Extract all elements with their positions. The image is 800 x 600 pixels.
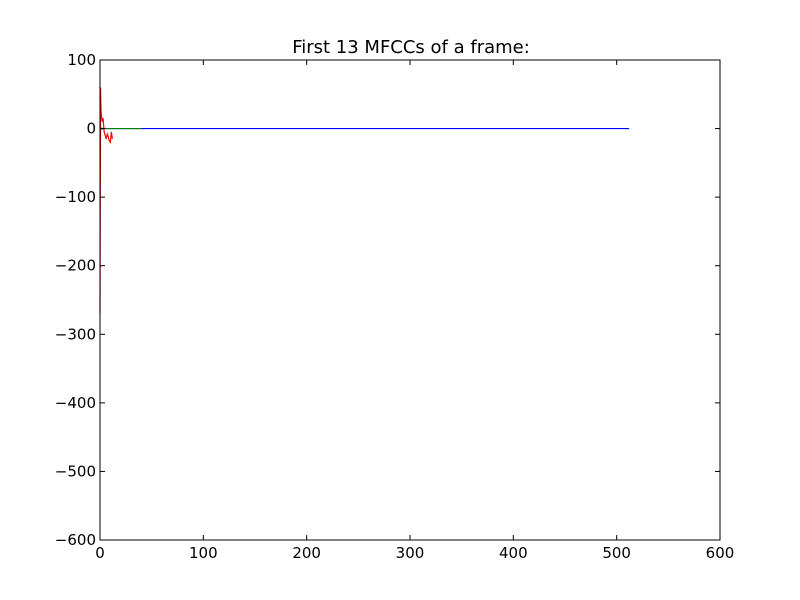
x-tick-label: 0 bbox=[95, 544, 105, 562]
y-tick-label: 100 bbox=[67, 51, 96, 69]
x-tick-label: 400 bbox=[499, 544, 528, 562]
y-tick-label: −400 bbox=[55, 394, 96, 412]
x-tick-label: 500 bbox=[602, 544, 631, 562]
x-tick-label: 600 bbox=[706, 544, 735, 562]
ticks-layer: 0 100 200 300 400 500 600 100 0 −100 −200 −300 −400 −… bbox=[55, 51, 735, 562]
y-tick-label: −600 bbox=[55, 531, 96, 549]
x-tick-label: 200 bbox=[292, 544, 321, 562]
plot-frame bbox=[99, 59, 721, 541]
series-layer bbox=[99, 87, 630, 314]
chart-title: First 13 MFCCs of a frame: bbox=[292, 37, 530, 58]
y-tick-label: −200 bbox=[55, 257, 96, 275]
y-tick-label: 0 bbox=[86, 120, 96, 138]
y-tick-label: −300 bbox=[55, 325, 96, 343]
x-tick-label: 300 bbox=[396, 544, 425, 562]
x-tick-label: 100 bbox=[189, 544, 218, 562]
y-tick-label: −500 bbox=[55, 462, 96, 480]
y-tick-label: −100 bbox=[55, 188, 96, 206]
series-line-2 bbox=[99, 126, 142, 131]
series-line-3 bbox=[99, 87, 113, 314]
